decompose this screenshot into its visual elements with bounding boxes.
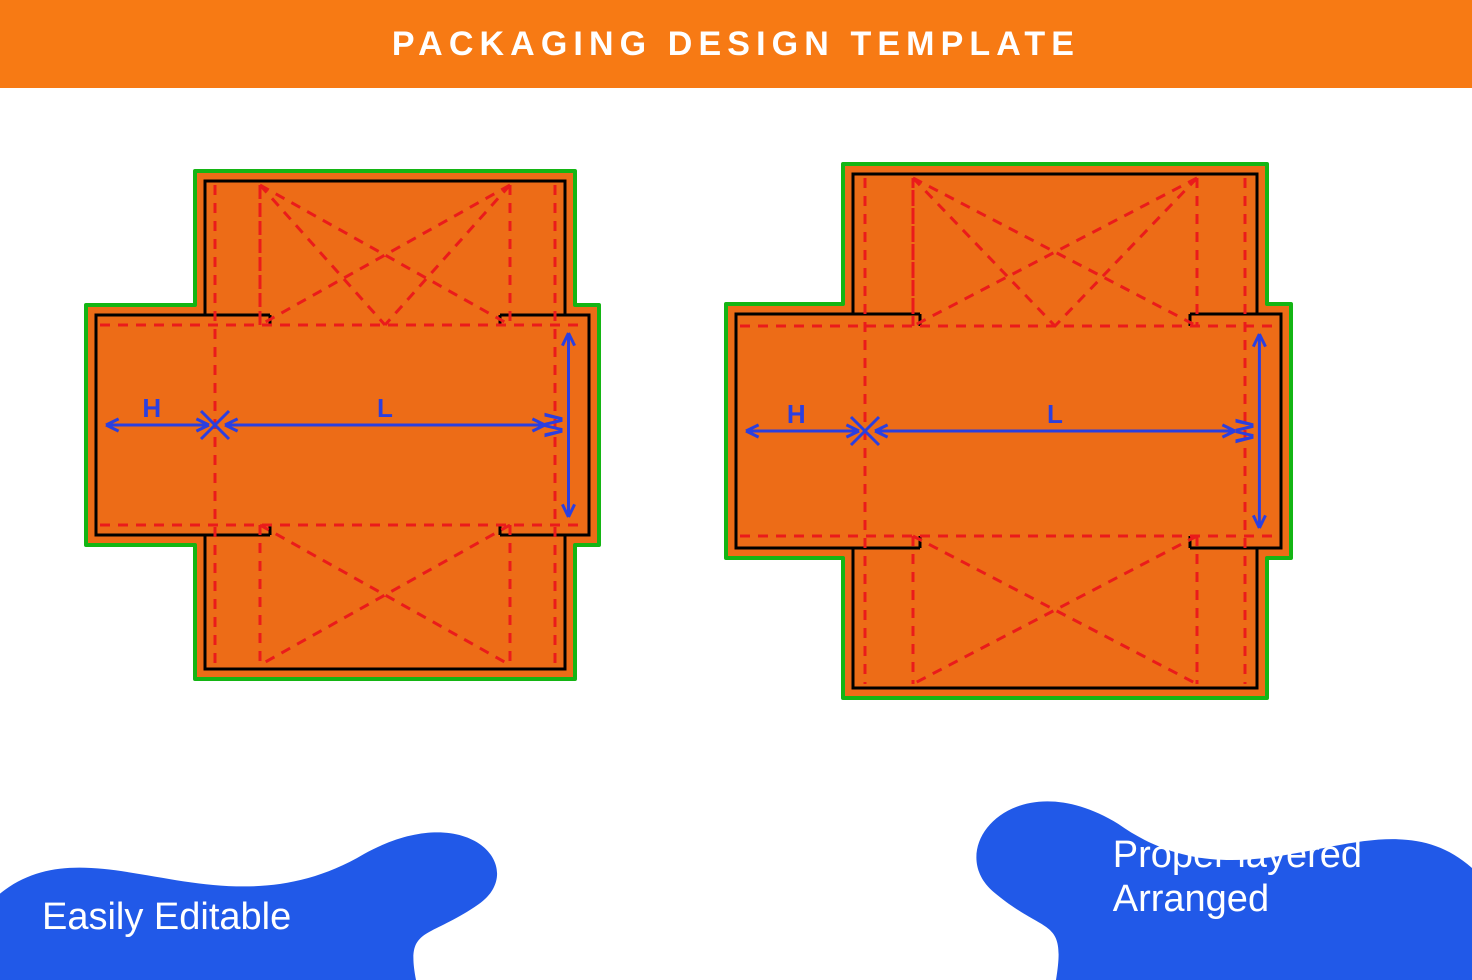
svg-text:H: H — [787, 399, 806, 429]
svg-text:W: W — [1229, 418, 1259, 443]
page-root: PACKAGING DESIGN TEMPLATE HLWHLW Easily … — [0, 0, 1472, 980]
footer-badge-left: Easily Editable — [0, 800, 520, 980]
svg-text:H: H — [142, 393, 161, 423]
svg-text:W: W — [539, 412, 569, 437]
footer-right-text: Proper layered Arranged — [1113, 834, 1362, 921]
footer-badge-right: Proper layered Arranged — [952, 780, 1472, 980]
footer-left-text: Easily Editable — [42, 896, 291, 939]
svg-text:L: L — [1047, 399, 1063, 429]
svg-text:L: L — [377, 393, 393, 423]
footer-blob-left — [0, 800, 520, 980]
